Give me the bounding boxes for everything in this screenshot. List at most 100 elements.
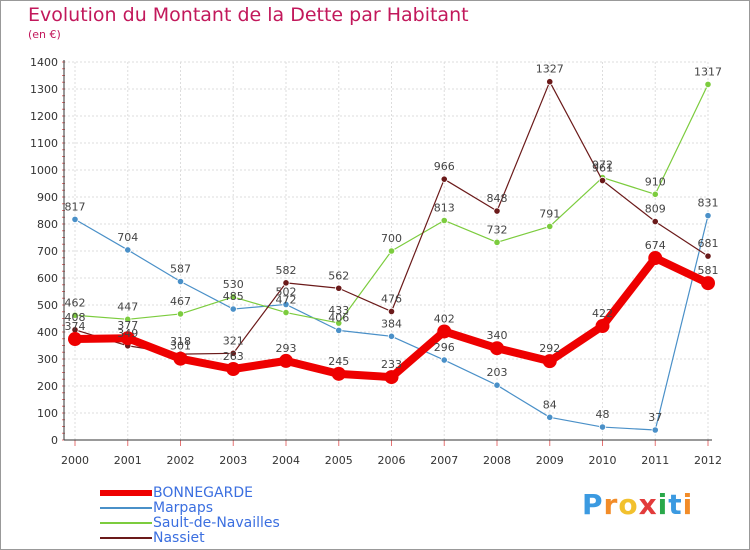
data-point-marpaps [335,326,343,334]
data-point-nassiet [335,284,343,292]
data-point-nassiet [546,78,554,86]
data-point-sault-de-navailles [546,222,554,231]
y-tick-label: 1200 [30,110,58,123]
data-point-marpaps [282,300,290,309]
data-point-sault-de-navailles [387,247,396,255]
data-point-sault-de-navailles [71,311,79,319]
data-point-bonnegarde [542,354,557,369]
data-label-marpaps: 817 [65,200,86,213]
data-label-nassiet: 961 [592,162,613,175]
data-label-marpaps: 296 [434,341,455,354]
data-point-sault-de-navailles [335,319,343,327]
legend-swatch-sault-de-navailles [100,522,152,524]
data-point-sault-de-navailles [229,293,237,301]
y-tick-label: 800 [37,218,58,231]
y-tick-label: 0 [51,434,58,447]
x-tick-label: 2012 [694,454,722,467]
data-label-nassiet: 681 [698,237,719,250]
data-point-bonnegarde [595,319,610,334]
x-tick-label: 2000 [61,454,89,467]
data-point-sault-de-navailles [651,190,659,198]
data-label-sault-de-navailles: 447 [117,300,138,313]
y-tick-label: 1300 [30,83,58,96]
data-point-sault-de-navailles [493,238,501,246]
data-label-marpaps: 384 [381,317,402,330]
data-point-nassiet [282,279,290,287]
data-label-nassiet: 321 [223,334,244,347]
data-label-nassiet: 408 [65,311,86,324]
data-label-sault-de-navailles: 433 [328,304,349,317]
data-label-nassiet: 848 [487,192,508,205]
data-point-bonnegarde [648,251,663,266]
y-tick-label: 200 [37,380,58,393]
data-point-bonnegarde [437,324,452,339]
data-label-sault-de-navailles: 1317 [694,65,722,78]
data-point-marpaps [704,212,712,220]
data-point-nassiet [387,307,396,316]
data-label-nassiet: 318 [170,335,191,348]
y-tick-label: 500 [37,299,58,312]
x-tick-label: 2004 [272,454,300,467]
data-label-sault-de-navailles: 530 [223,278,244,291]
data-label-sault-de-navailles: 910 [645,175,666,188]
y-tick-label: 400 [37,326,58,339]
data-point-bonnegarde [490,341,504,356]
data-point-marpaps [176,277,185,286]
data-label-nassiet: 476 [381,292,402,305]
data-point-sault-de-navailles [704,80,712,89]
data-label-sault-de-navailles: 700 [381,232,402,245]
data-point-marpaps [124,246,132,254]
data-point-nassiet [493,207,501,215]
data-label-marpaps: 406 [328,311,349,324]
data-label-nassiet: 562 [328,269,349,282]
data-point-sault-de-navailles [282,308,290,317]
data-label-bonnegarde: 422 [592,307,613,320]
data-point-marpaps [493,381,501,389]
y-tick-label: 700 [37,245,58,258]
data-point-marpaps [440,356,448,364]
data-label-sault-de-navailles: 972 [592,159,613,172]
legend-label-sault-de-navailles: Sault-de-Navailles [153,515,280,531]
legend-label-bonnegarde: BONNEGARDE [153,485,253,501]
data-label-bonnegarde: 340 [487,329,508,342]
data-point-bonnegarde [279,353,293,368]
logo-letter: i [682,488,694,521]
x-tick-label: 2005 [325,454,353,467]
data-point-sault-de-navailles [176,310,185,318]
x-tick-label: 2003 [219,454,247,467]
data-point-bonnegarde [331,366,346,381]
data-point-marpaps [651,426,659,434]
x-tick-label: 2006 [378,454,406,467]
data-point-nassiet [651,217,659,226]
x-tick-label: 2002 [167,454,195,467]
data-point-nassiet [440,175,448,183]
data-label-bonnegarde: 293 [276,342,297,355]
data-point-sault-de-navailles [440,216,448,225]
y-tick-label: 900 [37,191,58,204]
data-point-nassiet [598,176,607,185]
logo-letter: P [582,488,604,521]
chart-title: Evolution du Montant de la Dette par Hab… [28,4,469,26]
data-label-bonnegarde: 301 [170,340,191,353]
x-tick-label: 2009 [536,454,564,467]
data-point-marpaps [229,305,237,313]
data-label-nassiet: 966 [434,160,455,173]
logo-letter: x [638,488,658,521]
proxiti-logo: Proxiti [582,488,693,521]
legend-label-nassiet: Nassiet [153,530,205,546]
data-label-nassiet: 1327 [536,63,564,76]
data-point-bonnegarde [384,370,399,385]
data-label-sault-de-navailles: 462 [65,296,86,309]
data-point-bonnegarde [226,361,241,376]
data-label-marpaps: 48 [596,408,610,421]
legend-label-marpaps: Marpaps [153,500,214,516]
logo-letter: t [668,488,683,521]
data-point-nassiet [229,349,237,357]
data-label-bonnegarde: 292 [539,342,560,355]
legend-swatch-nassiet [100,537,152,539]
data-label-sault-de-navailles: 813 [434,201,455,214]
data-label-marpaps: 831 [698,197,719,210]
data-label-nassiet: 349 [117,327,138,340]
data-point-nassiet [704,252,712,260]
